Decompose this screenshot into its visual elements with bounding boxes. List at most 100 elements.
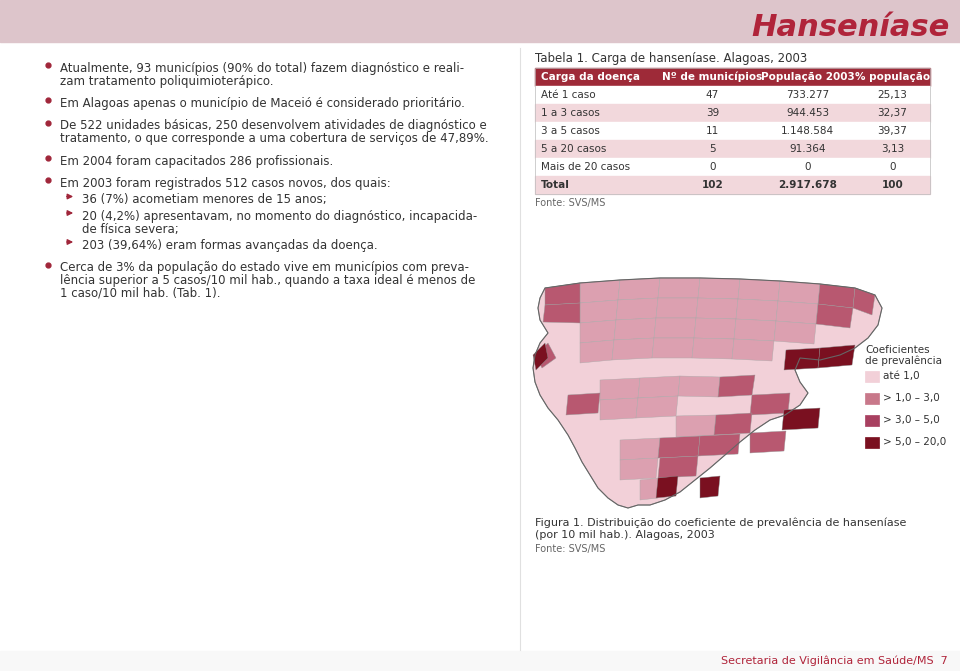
Text: % população: % população xyxy=(855,72,930,82)
Text: 20 (4,2%) apresentavam, no momento do diagnóstico, incapacida-: 20 (4,2%) apresentavam, no momento do di… xyxy=(82,210,477,223)
Polygon shape xyxy=(698,278,740,299)
Polygon shape xyxy=(718,375,755,397)
Text: 36 (7%) acometiam menores de 15 anos;: 36 (7%) acometiam menores de 15 anos; xyxy=(82,193,326,207)
Polygon shape xyxy=(784,348,820,370)
Text: População 2003: População 2003 xyxy=(760,72,854,82)
Polygon shape xyxy=(618,278,660,300)
Text: 47: 47 xyxy=(706,90,719,100)
Bar xyxy=(0,651,960,671)
Text: 1.148.584: 1.148.584 xyxy=(780,126,834,136)
Text: 100: 100 xyxy=(881,180,903,190)
Text: Até 1 caso: Até 1 caso xyxy=(541,90,595,100)
Text: zam tratamento poliquimioterápico.: zam tratamento poliquimioterápico. xyxy=(60,74,274,87)
Polygon shape xyxy=(658,436,700,458)
Text: 1 a 3 casos: 1 a 3 casos xyxy=(541,108,600,118)
Polygon shape xyxy=(652,338,694,358)
Text: de prevalência: de prevalência xyxy=(865,356,942,366)
Text: Carga da doença: Carga da doença xyxy=(541,72,640,82)
Polygon shape xyxy=(580,280,620,303)
Polygon shape xyxy=(678,376,720,397)
Polygon shape xyxy=(566,393,600,415)
Polygon shape xyxy=(543,303,580,323)
Polygon shape xyxy=(656,298,698,318)
Text: 25,13: 25,13 xyxy=(877,90,907,100)
Polygon shape xyxy=(656,476,678,498)
Polygon shape xyxy=(818,345,855,368)
Text: (por 10 mil hab.). Alagoas, 2003: (por 10 mil hab.). Alagoas, 2003 xyxy=(535,530,715,540)
Text: 2.917.678: 2.917.678 xyxy=(778,180,837,190)
Polygon shape xyxy=(774,321,816,344)
Polygon shape xyxy=(778,281,820,304)
Polygon shape xyxy=(545,283,580,305)
Polygon shape xyxy=(616,298,658,320)
Bar xyxy=(535,86,930,104)
Text: 102: 102 xyxy=(702,180,724,190)
Polygon shape xyxy=(580,320,616,343)
Bar xyxy=(535,140,930,158)
Bar xyxy=(865,437,879,448)
Text: 91.364: 91.364 xyxy=(789,144,826,154)
Text: > 5,0 – 20,0: > 5,0 – 20,0 xyxy=(883,437,947,448)
Text: Atualmente, 93 municípios (90% do total) fazem diagnóstico e reali-: Atualmente, 93 municípios (90% do total)… xyxy=(60,62,464,75)
Text: 203 (39,64%) eram formas avançadas da doença.: 203 (39,64%) eram formas avançadas da do… xyxy=(82,239,377,252)
Polygon shape xyxy=(640,478,660,500)
Polygon shape xyxy=(612,338,654,360)
Polygon shape xyxy=(782,408,820,430)
Text: Fonte: SVS/MS: Fonte: SVS/MS xyxy=(535,544,606,554)
Polygon shape xyxy=(654,318,696,338)
Text: tratamento, o que corresponde a uma cobertura de serviços de 47,89%.: tratamento, o que corresponde a uma cobe… xyxy=(60,132,489,145)
Bar xyxy=(535,68,930,194)
Polygon shape xyxy=(732,339,774,361)
Polygon shape xyxy=(736,299,778,321)
Polygon shape xyxy=(692,338,734,359)
Text: Em 2004 foram capacitados 286 profissionais.: Em 2004 foram capacitados 286 profission… xyxy=(60,154,333,168)
Text: 1 caso/10 mil hab. (Tab. 1).: 1 caso/10 mil hab. (Tab. 1). xyxy=(60,287,221,299)
Bar xyxy=(865,393,879,404)
Text: Coeficientes: Coeficientes xyxy=(865,345,929,355)
Text: Fonte: SVS/MS: Fonte: SVS/MS xyxy=(535,198,606,208)
Polygon shape xyxy=(636,396,678,418)
Polygon shape xyxy=(734,319,776,341)
Polygon shape xyxy=(658,456,698,478)
Bar xyxy=(535,104,930,122)
Text: Tabela 1. Carga de hanseníase. Alagoas, 2003: Tabela 1. Carga de hanseníase. Alagoas, … xyxy=(535,52,807,65)
Polygon shape xyxy=(694,318,736,339)
Polygon shape xyxy=(533,343,548,370)
Text: 0: 0 xyxy=(804,162,811,172)
Polygon shape xyxy=(676,415,716,437)
Text: 5 a 20 casos: 5 a 20 casos xyxy=(541,144,607,154)
Polygon shape xyxy=(658,278,700,298)
Polygon shape xyxy=(620,438,660,460)
Text: > 1,0 – 3,0: > 1,0 – 3,0 xyxy=(883,393,940,403)
Polygon shape xyxy=(714,413,752,435)
Text: 944.453: 944.453 xyxy=(786,108,829,118)
Text: Hanseníase: Hanseníase xyxy=(752,13,950,42)
Text: Nº de municípios: Nº de municípios xyxy=(662,72,762,83)
Polygon shape xyxy=(750,431,786,453)
Polygon shape xyxy=(600,398,638,420)
Bar xyxy=(0,0,960,42)
Text: 39: 39 xyxy=(706,108,719,118)
Polygon shape xyxy=(738,279,780,301)
Text: 11: 11 xyxy=(706,126,719,136)
Polygon shape xyxy=(750,393,790,415)
Bar xyxy=(535,176,930,194)
Text: lência superior a 5 casos/10 mil hab., quando a taxa ideal é menos de: lência superior a 5 casos/10 mil hab., q… xyxy=(60,274,475,287)
Polygon shape xyxy=(696,298,738,319)
Text: 0: 0 xyxy=(889,162,896,172)
Text: 39,37: 39,37 xyxy=(877,126,907,136)
Text: Em Alagoas apenas o município de Maceió é considerado prioritário.: Em Alagoas apenas o município de Maceió … xyxy=(60,97,465,110)
Polygon shape xyxy=(698,434,740,456)
Polygon shape xyxy=(776,301,818,324)
Text: 5: 5 xyxy=(709,144,716,154)
Polygon shape xyxy=(818,284,855,308)
Polygon shape xyxy=(816,304,853,328)
Polygon shape xyxy=(580,300,618,323)
Text: Em 2003 foram registrados 512 casos novos, dos quais:: Em 2003 foram registrados 512 casos novo… xyxy=(60,177,391,190)
Polygon shape xyxy=(533,278,882,508)
Polygon shape xyxy=(638,376,680,398)
Text: 32,37: 32,37 xyxy=(877,108,907,118)
Bar xyxy=(535,158,930,176)
Text: 3,13: 3,13 xyxy=(881,144,904,154)
Bar xyxy=(865,415,879,426)
